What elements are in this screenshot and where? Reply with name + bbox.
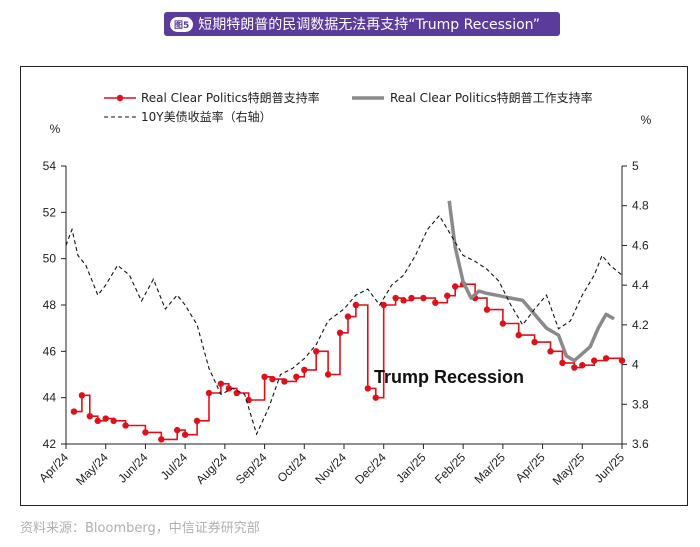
series-1-point: [515, 331, 522, 339]
series-1-point: [444, 292, 451, 299]
left-tick-label: 54: [43, 159, 57, 173]
right-tick-label: 4.8: [632, 199, 649, 213]
series-1-point: [531, 338, 538, 346]
legend-label-1: Real Clear Politics特朗普支持率: [141, 90, 320, 105]
figure-number-badge: 图5: [170, 16, 194, 32]
right-tick-label: 5: [632, 159, 639, 173]
series-1-point: [499, 320, 507, 327]
x-tick-label: Mar/25: [472, 450, 509, 487]
series-1-point: [380, 301, 387, 309]
x-tick-label: May/24: [73, 450, 111, 488]
x-tick-label: Dec/24: [352, 450, 389, 487]
left-tick-label: 44: [43, 391, 57, 405]
right-axis-unit: %: [641, 113, 652, 127]
left-tick-label: 52: [43, 205, 57, 219]
source-note: 资料来源：Bloomberg，中信证券研究部: [20, 521, 260, 536]
series-1-point: [344, 313, 352, 320]
series-1-point: [547, 348, 554, 355]
x-tick-label: Nov/24: [312, 450, 349, 487]
series-1-point: [324, 371, 332, 378]
series-1-point: [432, 299, 439, 306]
series-1-point: [193, 417, 201, 425]
x-tick-label: Jul/24: [158, 450, 191, 483]
series-1-point: [233, 389, 240, 397]
series-1-point: [205, 389, 213, 397]
right-tick-label: 4.4: [632, 278, 649, 292]
x-tick-label: Sep/24: [233, 450, 270, 487]
series-1-point: [591, 357, 598, 364]
series-1-point: [313, 348, 320, 355]
series-1-point: [372, 394, 379, 401]
x-tick-label: Apr/25: [513, 450, 548, 485]
series-1-point: [225, 385, 233, 392]
series-1-point: [94, 417, 101, 425]
series-1-point: [217, 380, 225, 387]
series-1-point: [293, 373, 300, 381]
chart-frame: [20, 66, 688, 506]
series-1-point: [174, 426, 181, 434]
series-1-point: [364, 385, 372, 392]
left-tick-label: 46: [43, 344, 57, 358]
x-tick-label: May/25: [550, 450, 588, 488]
left-axis-unit: %: [50, 122, 61, 136]
series-1-point: [400, 297, 407, 304]
x-tick-label: Oct/24: [275, 450, 310, 485]
x-tick-label: Feb/25: [432, 450, 469, 487]
right-tick-label: 4.6: [632, 238, 649, 252]
figure-title-bar: 图5 短期特朗普的民调数据无法再支持“Trump Recession”: [164, 12, 560, 36]
series-1-point: [122, 422, 129, 429]
series-1-point: [392, 294, 399, 302]
right-tick-label: 4: [632, 358, 639, 372]
series-1-point: [452, 283, 459, 290]
x-tick-label: Aug/24: [193, 450, 230, 487]
series-1-point: [269, 375, 276, 383]
x-tick-label: Apr/24: [36, 450, 71, 485]
x-tick-label: Jun/25: [592, 450, 628, 486]
right-tick-label: 4.2: [632, 318, 649, 332]
series-1-point: [158, 436, 165, 443]
trump-recession-annotation: Trump Recession: [374, 367, 524, 387]
series-1-point: [142, 429, 149, 436]
series-1-point: [483, 306, 491, 313]
series-1-point: [618, 357, 626, 364]
x-tick-label: Jun/24: [115, 450, 151, 486]
series-1-point: [281, 378, 288, 385]
legend-label-2: Real Clear Politics特朗普工作支持率: [390, 90, 593, 105]
series-1-point: [559, 359, 566, 367]
right-tick-label: 3.8: [632, 397, 649, 411]
legend-label-3: 10Y美债收益率（右轴）: [141, 109, 272, 124]
left-tick-label: 50: [43, 252, 57, 266]
series-line-3: [65, 214, 623, 436]
series-1-point: [336, 329, 344, 336]
series-1-point: [70, 408, 78, 415]
series-line-1: [73, 283, 623, 441]
series-1-point: [602, 355, 610, 362]
x-tick-label: Jan/25: [393, 450, 429, 486]
series-1-point: [352, 301, 360, 309]
series-1-point: [78, 392, 86, 399]
series-1-point: [86, 413, 94, 420]
series-1-point: [408, 294, 415, 302]
legend-swatch-marker-1: [116, 94, 124, 102]
left-tick-label: 42: [43, 437, 57, 451]
left-tick-label: 48: [43, 298, 57, 312]
series-1-point: [301, 366, 308, 374]
series-1-point: [420, 294, 427, 302]
series-line-2: [447, 200, 615, 363]
right-tick-label: 3.6: [632, 437, 649, 451]
figure-title: 短期特朗普的民调数据无法再支持“Trump Recession”: [198, 17, 541, 33]
series-1-point: [571, 364, 578, 371]
series-1-point: [579, 362, 586, 369]
series-1-point: [102, 415, 109, 422]
series-1-point: [181, 431, 189, 438]
series-1-point: [261, 373, 268, 381]
series-1-point: [110, 417, 117, 425]
